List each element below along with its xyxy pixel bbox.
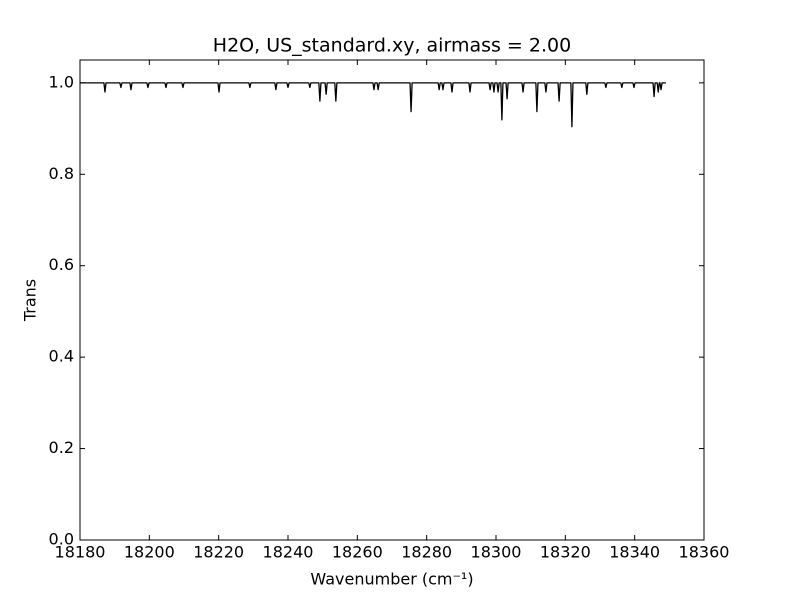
- x-tick-label: 18300: [471, 543, 522, 562]
- x-axis-label: Wavenumber (cm⁻¹): [310, 570, 473, 589]
- y-tick-label: 0.4: [49, 347, 74, 366]
- y-tick-label: 0.0: [49, 530, 74, 549]
- x-tick-label: 18280: [401, 543, 452, 562]
- y-tick-label: 0.2: [49, 438, 74, 457]
- x-tick-label: 18240: [263, 543, 314, 562]
- chart-title: H2O, US_standard.xy, airmass = 2.00: [213, 35, 571, 57]
- x-tick-label: 18180: [55, 543, 106, 562]
- y-tick-label: 1.0: [49, 72, 74, 91]
- x-tick-label: 18320: [540, 543, 591, 562]
- x-tick-label: 18340: [609, 543, 660, 562]
- line-series: [80, 82, 666, 128]
- x-tick-label: 18360: [679, 543, 730, 562]
- x-tick-label: 18260: [332, 543, 383, 562]
- y-tick-label: 0.8: [49, 164, 74, 183]
- x-tick-label: 18200: [124, 543, 175, 562]
- y-tick-label: 0.6: [49, 255, 74, 274]
- plot-frame: [79, 59, 705, 541]
- x-tick-label: 18220: [193, 543, 244, 562]
- y-axis-label: Trans: [21, 279, 40, 322]
